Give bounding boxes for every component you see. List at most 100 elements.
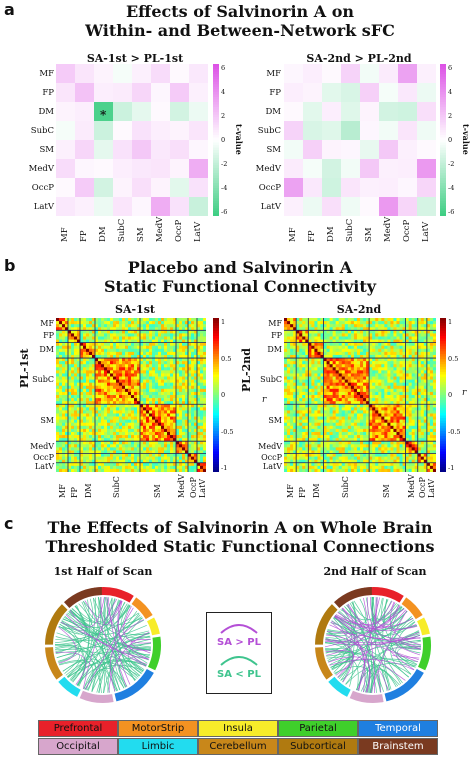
connectivity-cell [408,339,412,343]
connectivity-cell [107,385,111,390]
connectivity-cell [182,468,186,472]
connectivity-cell [344,339,349,343]
connectivity-cell [176,354,180,359]
connectivity-cell [203,348,206,353]
connectivity-cell [369,376,373,380]
connectivity-cell [98,456,102,460]
connectivity-cell [341,330,346,334]
connectivity-cell [77,373,81,377]
connectivity-cell [332,318,336,322]
connectivity-cell [326,351,330,356]
connectivity-cell [62,342,66,347]
connectivity-cell [149,444,153,448]
connectivity-cell [341,391,346,396]
connectivity-cell [185,435,189,439]
colorbar-step [213,443,219,447]
connectivity-cell [143,364,147,368]
connectivity-cell [378,422,382,427]
connectivity-cell [393,361,397,365]
colorbar-step [440,147,446,151]
connectivity-cell [170,425,174,430]
network-row-label: LatV [33,202,54,212]
connectivity-cell [423,435,428,439]
connectivity-cell [191,401,195,405]
connectivity-cell [353,438,358,442]
connectivity-cell [119,388,123,393]
connectivity-cell [311,373,315,377]
connectivity-cell [92,416,96,420]
connectivity-cell [80,361,84,365]
connectivity-cell [134,330,138,334]
connectivity-cell [128,431,132,436]
connectivity-cell [350,398,355,402]
connectivity-cell [284,441,288,445]
connectivity-cell [167,410,171,414]
connectivity-cell [417,373,422,377]
connectivity-cell [420,379,425,383]
connectivity-cell [311,419,315,424]
connectivity-cell [350,361,355,365]
connectivity-cell [137,422,141,427]
connectivity-cell [167,382,171,387]
connectivity-cell [152,373,156,377]
connectivity-cell [384,398,388,402]
connectivity-cell [86,370,90,374]
connectivity-cell [107,416,111,420]
connectivity-cell [353,370,358,374]
connectivity-cell [411,321,416,325]
connectivity-cell [290,336,294,340]
connectivity-cell [414,422,419,427]
connectivity-cell [179,468,183,472]
connectivity-cell [104,370,108,374]
connectivity-cell [326,330,330,334]
connectivity-cell [420,364,425,368]
connectivity-cell [110,327,114,331]
connectivity-cell [176,413,180,417]
connectivity-cell [191,354,195,359]
connectivity-cell [287,395,291,399]
connectivity-cell [104,376,108,380]
connectivity-cell [399,385,403,390]
connectivity-cell [203,462,206,467]
connectivity-cell [375,379,379,383]
connectivity-cell [363,379,367,383]
connectivity-cell [399,395,403,399]
connectivity-cell [116,447,120,451]
connectivity-cell [311,391,315,396]
connectivity-cell [59,419,63,424]
connectivity-cell [393,385,397,390]
connectivity-cell [420,367,425,371]
connectivity-cell [164,373,168,377]
connectivity-cell [182,398,186,402]
connectivity-cell [89,435,93,439]
connectivity-cell [74,348,78,353]
connectivity-cell [363,321,367,325]
connectivity-cell [296,401,300,405]
colorbar-step [440,127,446,131]
connectivity-cell [335,354,340,359]
connectivity-cell [390,422,394,427]
connectivity-cell [179,413,183,417]
connectivity-cell [170,385,174,390]
connectivity-cell [320,324,324,328]
connectivity-cell [432,441,436,445]
panel-b-left-title: SA-1st [115,303,155,316]
connectivity-cell [302,438,306,442]
connectivity-cell [182,465,186,470]
connectivity-cell [360,345,364,350]
connectivity-cell [360,379,364,383]
connectivity-cell [80,435,84,439]
connectivity-cell [158,361,162,365]
connectivity-cell [161,465,165,470]
connectivity-cell [320,419,324,424]
connectivity-cell [197,388,201,393]
connectivity-cell [179,419,183,424]
connectivity-cell [65,354,69,359]
connectivity-cell [399,388,403,393]
connectivity-cell [329,416,333,420]
connectivity-cell [194,462,198,467]
connectivity-cell [347,336,352,340]
connectivity-cell [59,410,63,414]
connectivity-cell [332,404,336,408]
connectivity-cell [353,333,358,337]
